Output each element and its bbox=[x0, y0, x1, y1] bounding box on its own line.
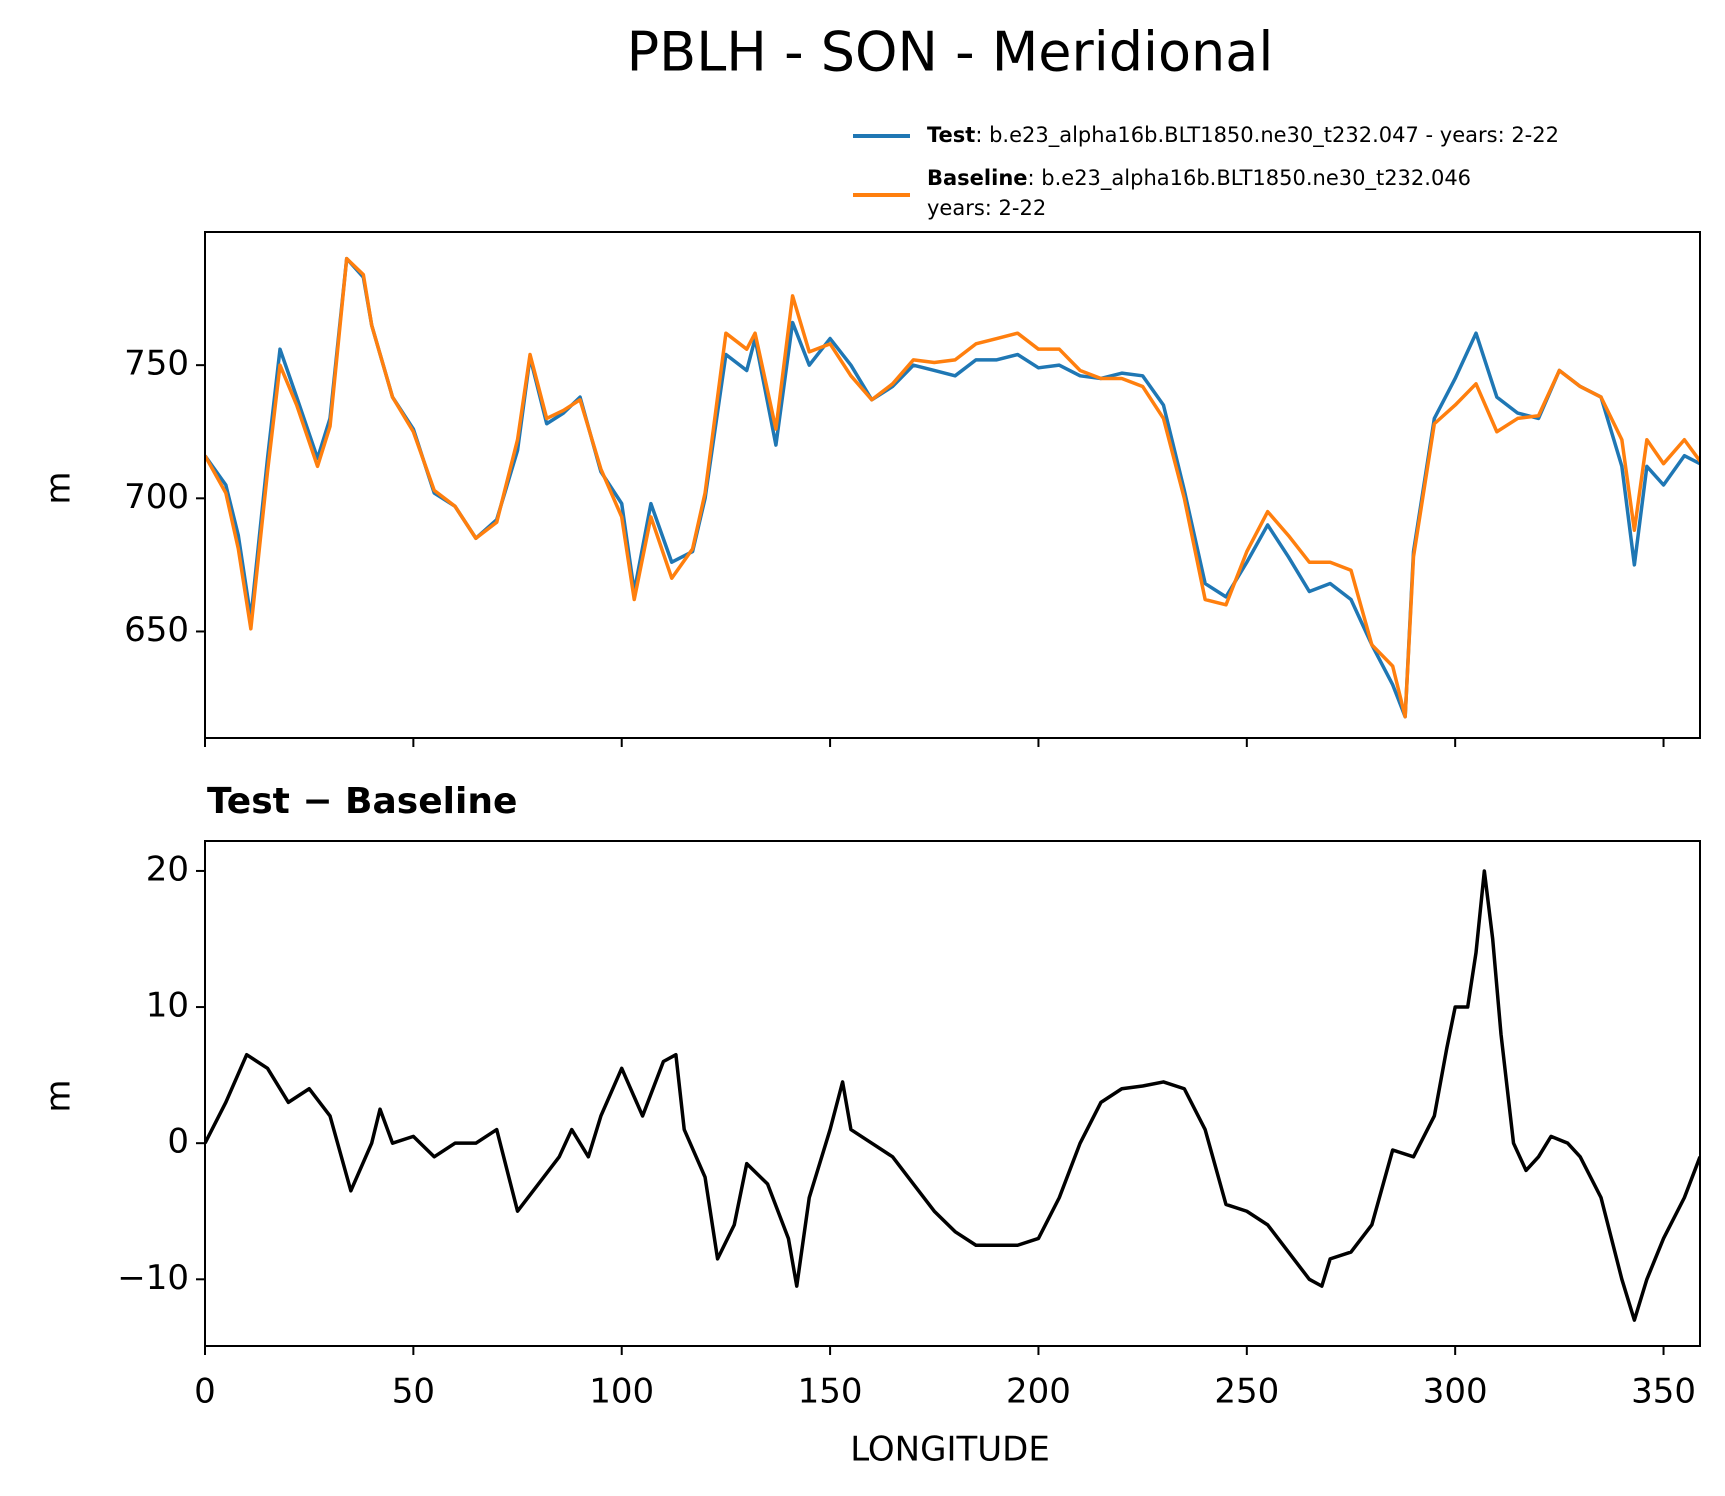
plot-area bbox=[205, 869, 1700, 1322]
x-tick-label: 350 bbox=[1631, 1372, 1696, 1412]
x-tick-label: 50 bbox=[392, 1372, 435, 1412]
x-tick-label: 200 bbox=[1006, 1372, 1071, 1412]
y-tick-label: 10 bbox=[146, 986, 189, 1026]
plot-area bbox=[205, 256, 1700, 719]
x-tick-label: 100 bbox=[589, 1372, 654, 1412]
panel-title: Test − Baseline bbox=[207, 781, 517, 822]
x-tick-label: 250 bbox=[1214, 1372, 1279, 1412]
plot-frame bbox=[204, 840, 1701, 1347]
plot-frame bbox=[204, 231, 1701, 739]
chart-title: PBLH - SON - Meridional bbox=[627, 21, 1274, 84]
y-tick-label: 0 bbox=[167, 1122, 189, 1162]
legend-entry: Baseline: b.e23_alpha16b.BLT1850.ne30_t2… bbox=[927, 166, 1471, 191]
x-tick-label: 0 bbox=[194, 1372, 216, 1412]
x-axis-label: LONGITUDE bbox=[850, 1430, 1050, 1470]
legend-name: Test bbox=[927, 123, 975, 147]
legend-name: Baseline bbox=[927, 166, 1028, 190]
y-tick-label: 700 bbox=[124, 477, 189, 517]
legend-description: : b.e23_alpha16b.BLT1850.ne30_t232.046 bbox=[1028, 166, 1472, 191]
series-line bbox=[205, 256, 1700, 719]
series-line bbox=[205, 869, 1700, 1322]
x-tick-label: 150 bbox=[798, 1372, 863, 1412]
series-line bbox=[205, 256, 1700, 719]
legend-description: : b.e23_alpha16b.BLT1850.ne30_t232.047 -… bbox=[975, 123, 1559, 148]
y-axis-label: m bbox=[39, 471, 79, 504]
legend-entry: Test: b.e23_alpha16b.BLT1850.ne30_t232.0… bbox=[927, 123, 1559, 148]
y-axis-label: m bbox=[39, 1079, 79, 1112]
y-tick-label: 650 bbox=[124, 610, 189, 650]
y-tick-label: −10 bbox=[117, 1258, 189, 1298]
legend-description: years: 2-22 bbox=[927, 196, 1046, 220]
x-tick-label: 300 bbox=[1423, 1372, 1488, 1412]
y-tick-label: 20 bbox=[146, 849, 189, 889]
y-tick-label: 750 bbox=[124, 344, 189, 384]
